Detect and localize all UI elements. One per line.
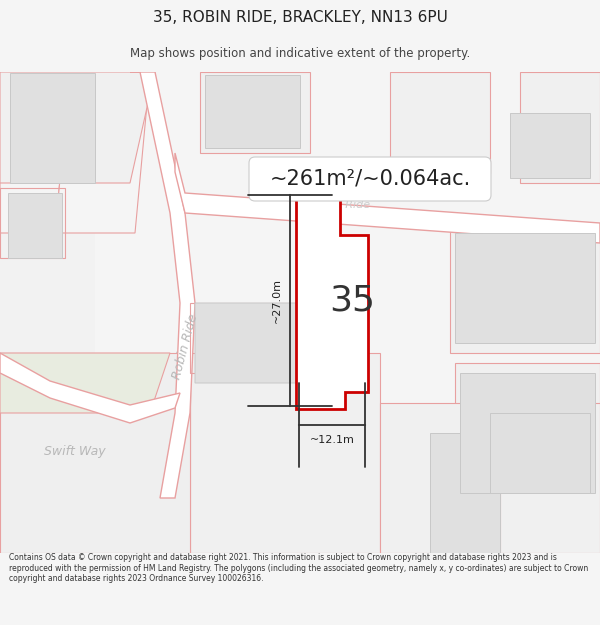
Polygon shape [0,183,95,353]
Polygon shape [460,373,595,493]
Polygon shape [430,433,500,553]
Text: ~12.1m: ~12.1m [310,435,355,445]
Text: 35, ROBIN RIDE, BRACKLEY, NN13 6PU: 35, ROBIN RIDE, BRACKLEY, NN13 6PU [152,11,448,26]
Polygon shape [175,153,600,243]
Text: ~27.0m: ~27.0m [272,278,282,323]
Polygon shape [455,363,600,498]
Text: Swift Way: Swift Way [44,446,106,459]
Polygon shape [55,72,150,233]
Polygon shape [490,413,590,493]
Polygon shape [450,223,600,353]
Polygon shape [205,75,300,148]
Polygon shape [302,242,340,382]
Polygon shape [190,353,380,553]
Polygon shape [200,72,310,153]
Polygon shape [0,72,70,233]
Polygon shape [130,72,195,498]
Text: ~261m²/~0.064ac.: ~261m²/~0.064ac. [269,169,470,189]
FancyBboxPatch shape [249,157,491,201]
Polygon shape [0,353,170,413]
Polygon shape [302,242,340,382]
Polygon shape [390,72,490,173]
Polygon shape [296,192,368,409]
Polygon shape [8,193,62,258]
Polygon shape [380,403,500,553]
Text: 35: 35 [329,284,375,318]
Polygon shape [0,353,180,423]
Polygon shape [500,403,600,553]
Text: Map shows position and indicative extent of the property.: Map shows position and indicative extent… [130,48,470,61]
Polygon shape [510,113,590,178]
Text: Contains OS data © Crown copyright and database right 2021. This information is : Contains OS data © Crown copyright and d… [9,553,588,583]
Polygon shape [195,303,355,383]
Polygon shape [10,73,95,183]
Polygon shape [0,72,120,183]
Text: Robin Ride: Robin Ride [310,200,370,210]
Polygon shape [520,72,600,183]
Polygon shape [0,72,155,183]
Polygon shape [455,233,595,343]
Text: Robin Ride: Robin Ride [170,313,200,381]
Polygon shape [0,353,190,553]
